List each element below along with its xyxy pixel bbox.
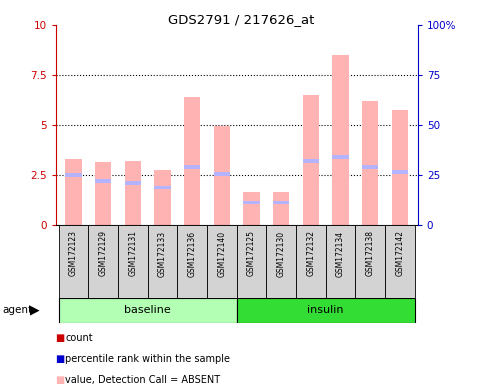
Text: ■: ■ (56, 333, 65, 343)
Text: GSM172129: GSM172129 (99, 230, 108, 276)
Bar (392, 170, 408, 174)
Bar (362, 165, 379, 169)
Text: GSM172136: GSM172136 (187, 230, 197, 276)
Text: GSM172134: GSM172134 (336, 230, 345, 276)
Bar (355, 225, 385, 298)
Bar (154, 186, 170, 189)
Text: GSM172138: GSM172138 (366, 230, 375, 276)
Text: ■: ■ (56, 354, 65, 364)
Text: GSM172142: GSM172142 (396, 230, 404, 276)
Bar (58, 298, 237, 323)
Bar (303, 159, 319, 162)
Bar (237, 298, 415, 323)
Bar (207, 225, 237, 298)
Bar (213, 172, 230, 175)
Bar (392, 110, 408, 225)
Bar (303, 95, 319, 225)
Text: GSM172131: GSM172131 (128, 230, 137, 276)
Bar (362, 101, 379, 225)
Text: value, Detection Call = ABSENT: value, Detection Call = ABSENT (65, 375, 220, 384)
Text: agent: agent (2, 305, 32, 315)
Bar (184, 97, 200, 225)
Bar (65, 159, 82, 225)
Bar (213, 126, 230, 225)
Bar (326, 225, 355, 298)
Bar (385, 225, 415, 298)
Bar (125, 161, 141, 225)
Bar (332, 155, 349, 159)
Bar (237, 225, 266, 298)
Bar (296, 225, 326, 298)
Bar (184, 165, 200, 169)
Bar (58, 225, 88, 298)
Bar (95, 179, 111, 182)
Bar (125, 181, 141, 184)
Text: GSM172140: GSM172140 (217, 230, 227, 276)
Bar (65, 173, 82, 177)
Bar (177, 225, 207, 298)
Bar (243, 192, 260, 225)
Bar (148, 225, 177, 298)
Text: GSM172133: GSM172133 (158, 230, 167, 276)
Text: GSM172130: GSM172130 (277, 230, 286, 276)
Text: insulin: insulin (308, 305, 344, 315)
Text: ▶: ▶ (30, 304, 40, 316)
Text: percentile rank within the sample: percentile rank within the sample (65, 354, 230, 364)
Text: count: count (65, 333, 93, 343)
Bar (88, 225, 118, 298)
Text: GSM172125: GSM172125 (247, 230, 256, 276)
Text: GDS2791 / 217626_at: GDS2791 / 217626_at (168, 13, 315, 26)
Text: GSM172123: GSM172123 (69, 230, 78, 276)
Bar (273, 192, 289, 225)
Bar (273, 201, 289, 204)
Bar (332, 55, 349, 225)
Bar (118, 225, 148, 298)
Bar (95, 162, 111, 225)
Bar (266, 225, 296, 298)
Text: ■: ■ (56, 375, 65, 384)
Text: GSM172132: GSM172132 (306, 230, 315, 276)
Bar (154, 170, 170, 225)
Bar (243, 201, 260, 204)
Text: baseline: baseline (124, 305, 171, 315)
